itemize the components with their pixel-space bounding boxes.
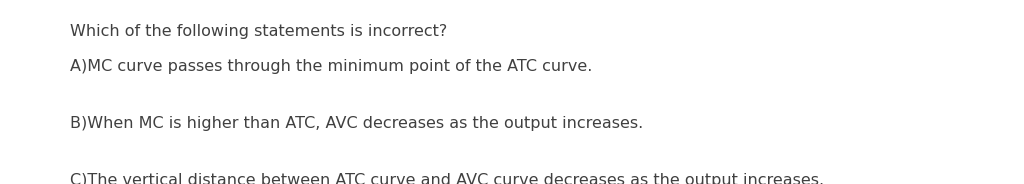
Text: Which of the following statements is incorrect?: Which of the following statements is inc… bbox=[70, 24, 446, 39]
Text: B)When MC is higher than ATC, AVC decreases as the output increases.: B)When MC is higher than ATC, AVC decrea… bbox=[70, 116, 643, 131]
Text: C)The vertical distance between ATC curve and AVC curve decreases as the output : C)The vertical distance between ATC curv… bbox=[70, 173, 823, 184]
Text: A)MC curve passes through the minimum point of the ATC curve.: A)MC curve passes through the minimum po… bbox=[70, 59, 592, 74]
